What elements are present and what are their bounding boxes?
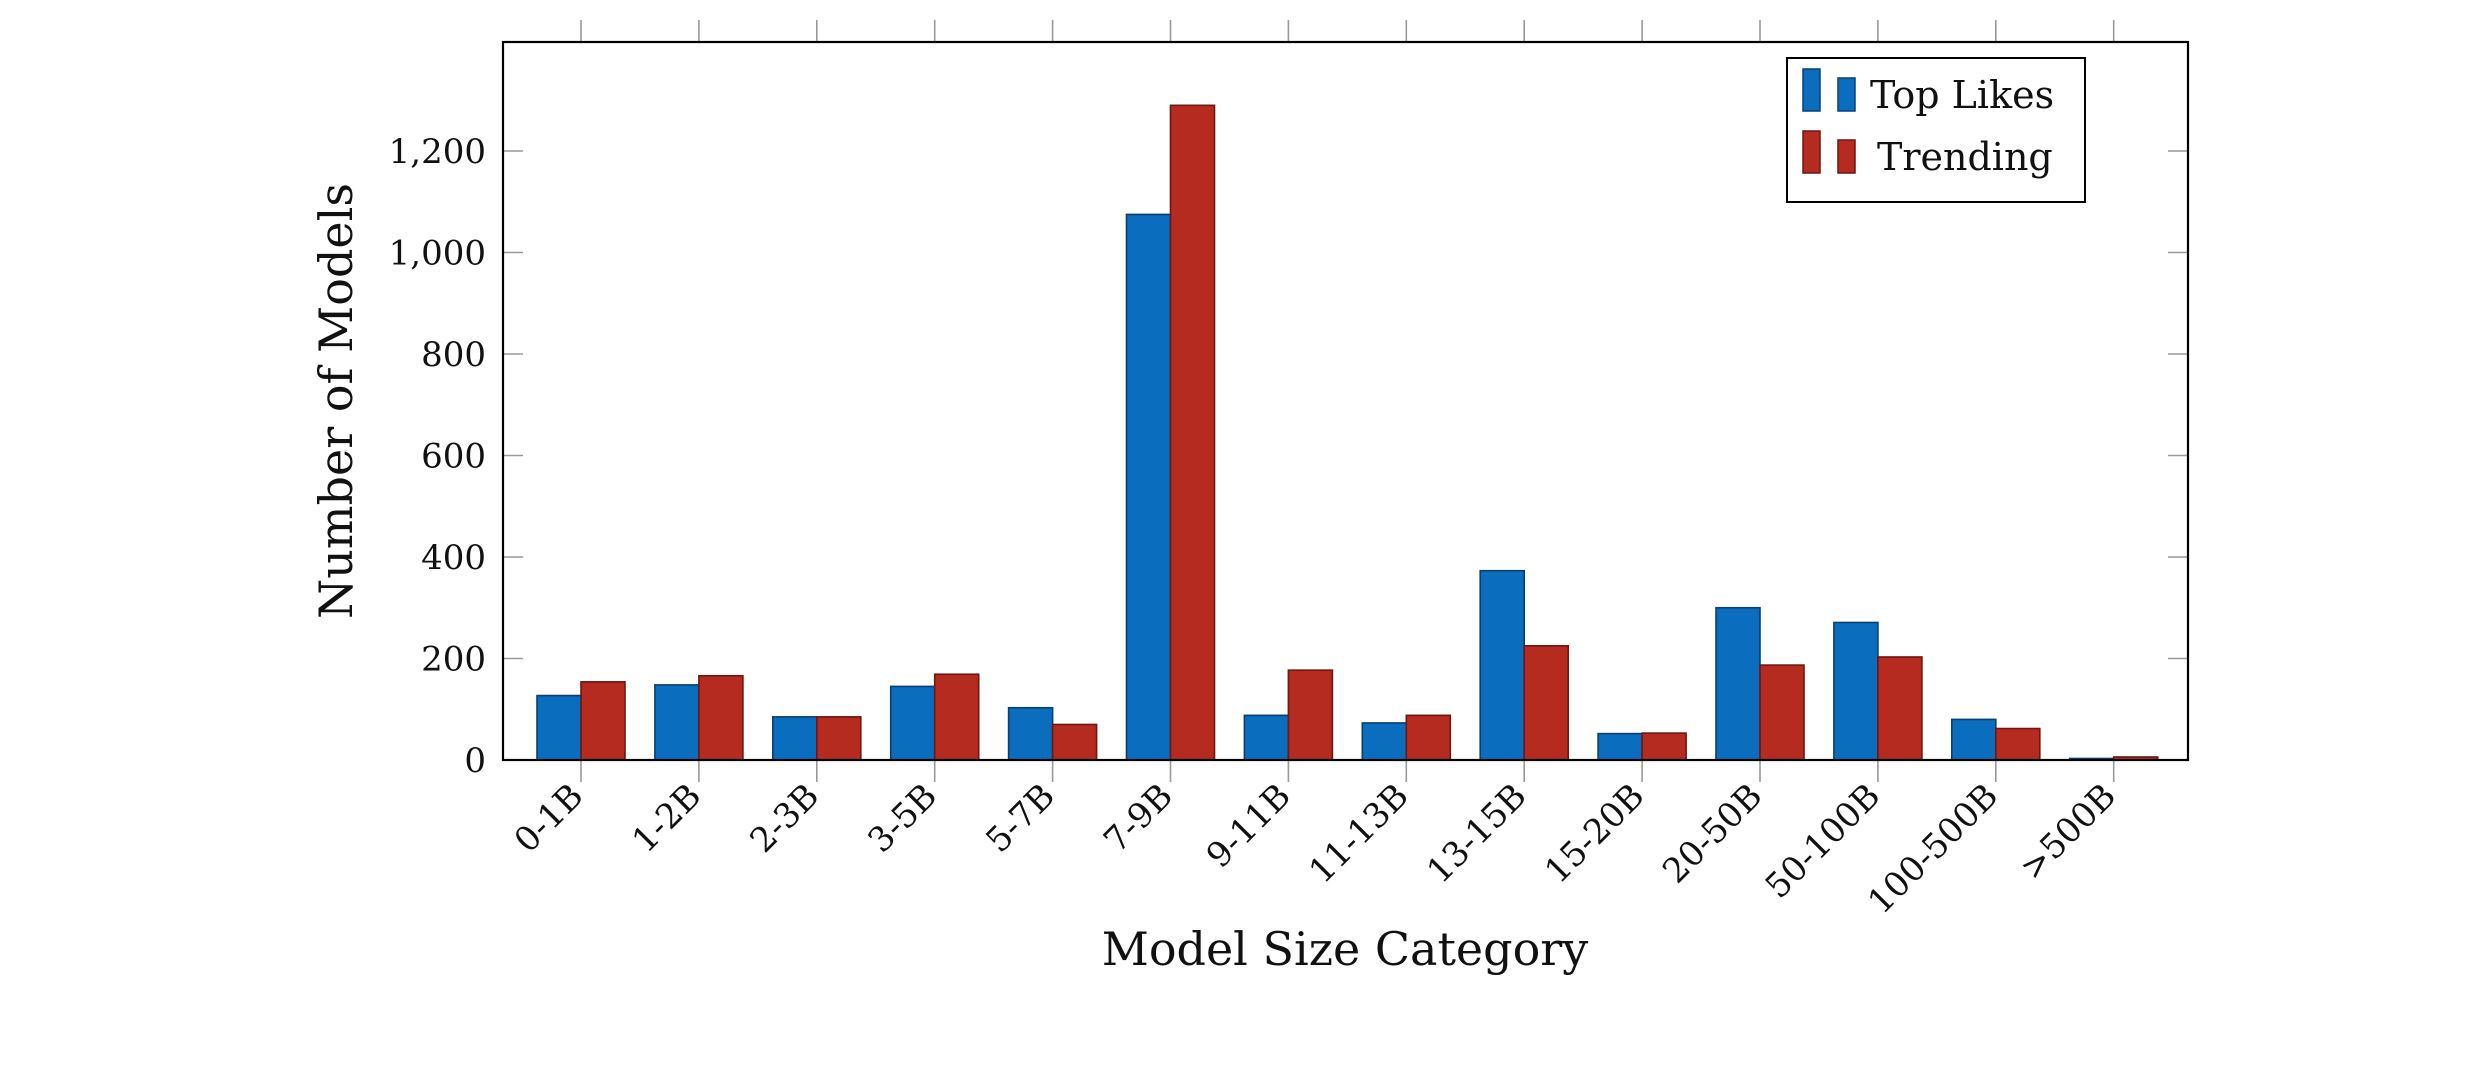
bar-top-likes-2-3b xyxy=(771,716,818,761)
bar-top-likes-1-2b xyxy=(654,684,700,761)
y-tick-label: 1,000 xyxy=(389,234,486,274)
bar-top-likes-9-11b xyxy=(1243,714,1290,761)
bar-top-likes-11-13b xyxy=(1361,722,1408,761)
bar-trending-2-3b xyxy=(815,716,862,761)
plot-frame xyxy=(501,40,2190,762)
bar-trending-13-15b xyxy=(1523,645,1569,761)
bar-trending-50-100b xyxy=(1877,656,1923,761)
bar-trending-0-1b xyxy=(580,681,626,761)
bar-trending-9-11b xyxy=(1287,669,1334,761)
x-tick-label: 0-1B xyxy=(507,776,592,861)
bar-top-likes-50-100b xyxy=(1833,621,1879,761)
y-tick-label: 600 xyxy=(421,437,486,477)
bar-trending-7-9b xyxy=(1169,104,1216,761)
bar-trending-11-13b xyxy=(1405,714,1452,761)
x-tick-label: 9-11B xyxy=(1199,776,1299,876)
bar-trending-1-2b xyxy=(698,674,744,761)
labels-layer: 0-1B 1-2B 2-3B 3-5B 5-7B 7-9B 9-11B 11-13B 13-15… xyxy=(389,132,2124,922)
x-tick-label: >500B xyxy=(2012,776,2124,888)
legend-swatch-top-likes-right xyxy=(1837,77,1856,112)
bar-top-likes-20-50b xyxy=(1715,606,1761,761)
legend-label-trending: Trending xyxy=(1877,135,2053,179)
y-tick-label: 400 xyxy=(421,538,486,578)
bar-top-likes-100-500b xyxy=(1951,718,1997,761)
x-tick-label: 3-5B xyxy=(860,776,945,861)
legend-swatch-top-likes-left xyxy=(1802,68,1821,112)
bar-top-likes-3-5b xyxy=(889,685,936,761)
x-tick-label: 2-3B xyxy=(742,776,827,861)
legend-box xyxy=(1786,57,2086,203)
x-tick-label: 13-15B xyxy=(1419,776,1534,891)
y-tick-label: 800 xyxy=(421,335,486,375)
bar-top-likes-7-9b xyxy=(1125,213,1172,761)
bar-trending-15-20b xyxy=(1641,732,1687,761)
x-tick-label: 7-9B xyxy=(1096,776,1181,861)
y-tick-label: 1,200 xyxy=(389,132,486,172)
bar-trending-5-7b xyxy=(1051,723,1098,761)
bar-top-likes-5-7b xyxy=(1007,706,1054,761)
y-axis-title: Number of Models xyxy=(309,183,363,619)
bar-trending-3-5b xyxy=(933,673,980,761)
x-axis-title: Model Size Category xyxy=(1102,922,1589,976)
ticks-layer xyxy=(503,20,2188,782)
bars-layer xyxy=(536,104,2159,761)
x-tick-label: 100-500B xyxy=(1860,776,2006,922)
bar-trending-20-50b xyxy=(1759,664,1805,761)
x-tick-label: 1-2B xyxy=(625,776,710,861)
x-tick-label: 15-20B xyxy=(1537,776,1652,891)
legend-swatch-trending-right xyxy=(1837,139,1856,174)
x-tick-label: 5-7B xyxy=(978,776,1063,861)
x-tick-label: 20-50B xyxy=(1655,776,1770,891)
bar-top-likes-15-20b xyxy=(1597,732,1643,761)
legend-label-top-likes: Top Likes xyxy=(1870,73,2054,117)
legend: Top Likes Trending xyxy=(1786,57,2086,203)
x-tick-label: 11-13B xyxy=(1301,776,1416,891)
y-tick-label: 0 xyxy=(464,741,486,781)
y-tick-label: 200 xyxy=(421,640,486,680)
bar-top-likes-0-1b xyxy=(536,694,582,761)
bar-trending-100-500b xyxy=(1995,727,2041,761)
legend-swatch-trending-left xyxy=(1802,130,1821,174)
bar-top-likes-13-15b xyxy=(1479,569,1525,761)
